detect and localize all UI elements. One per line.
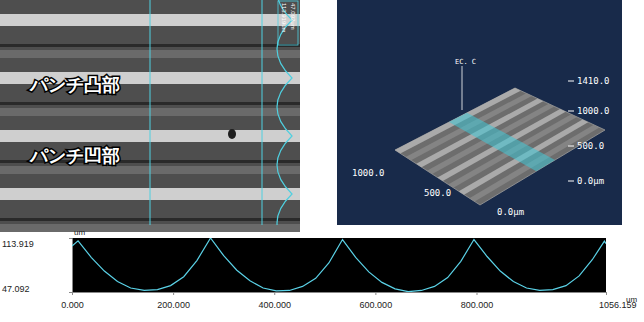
tick: 200.000 [157,292,190,310]
scale-box [278,1,298,45]
surface [395,88,605,205]
tick: 0.000 [61,292,84,310]
tick-mark [606,292,607,295]
tick: 600.000 [360,292,393,310]
scale-label: 113.919um [281,3,287,33]
tick-label: 47.092 [2,284,30,294]
tick-mark [173,292,174,295]
tick-label: 400.000 [258,300,291,310]
figure: 113.919um47.092umパンチ凸部パンチ凹部EC. C1410.010… [0,0,644,322]
z-tick [568,146,574,147]
axis-line [69,239,73,293]
z-tick-label: 1000.0 [577,106,610,116]
section-band [449,113,555,171]
z-tick-label: 500.0 [577,141,604,151]
photo-background [0,0,300,225]
tick-mark [274,292,275,295]
y-axis-title: um [74,228,85,237]
scale-label: 47.092um [290,3,296,30]
tick-label: 113.919 [2,239,34,249]
y-axis: 47.092 113.919 [2,239,73,294]
dust [228,129,236,139]
profile-chart: 0.000 200.000 400.000 600.000 800.000 1056.15… [2,228,637,310]
tick-label: 0.000 [61,300,84,310]
z-tick [568,111,574,112]
grey-stripe [0,224,300,232]
surface-panel: EC. C 1410.0 1000.0 500.0 0.0μm 1000.0 500.0 0.… [337,0,622,225]
tick-mark [69,292,72,293]
photo-label: パンチ凹部 [29,146,120,166]
tick-label: 800.000 [461,300,494,310]
tick-label: 600.000 [360,300,393,310]
x-tick-label: 0.0μm [497,207,524,217]
tick: 400.000 [258,292,291,310]
profile-line [72,238,606,292]
z-tick [568,81,574,82]
tick: 800.000 [461,292,494,310]
surface-background [337,0,622,225]
tick-mark [375,292,376,295]
profile-overlay [277,0,292,225]
cursor-line [262,0,263,225]
plot-area [72,238,606,292]
z-tick [568,181,574,182]
tick: 47.092 [2,284,72,294]
marker-label: EC. C [455,58,476,66]
tick: 1056.159 [599,292,637,310]
tick-mark [69,238,72,239]
marker-line [462,66,463,110]
z-tick-label: 1410.0 [577,76,610,86]
z-tick-label: 0.0μm [577,176,604,186]
photo-label: パンチ凸部 [29,75,120,95]
tick-mark [476,292,477,295]
x-axis-title: um [626,295,637,304]
tick: 113.919 [2,239,72,249]
cursor-line [150,0,151,225]
photo-panel: 113.919um47.092umパンチ凸部パンチ凹部 [0,0,300,252]
tick-label: 200.000 [157,300,190,310]
x-axis: 0.000 200.000 400.000 600.000 800.000 1056.15… [61,292,636,310]
plot-background [72,238,606,292]
x-tick-label: 1000.0 [352,168,385,178]
axis-line [73,293,607,296]
x-tick-label: 500.0 [424,188,451,198]
